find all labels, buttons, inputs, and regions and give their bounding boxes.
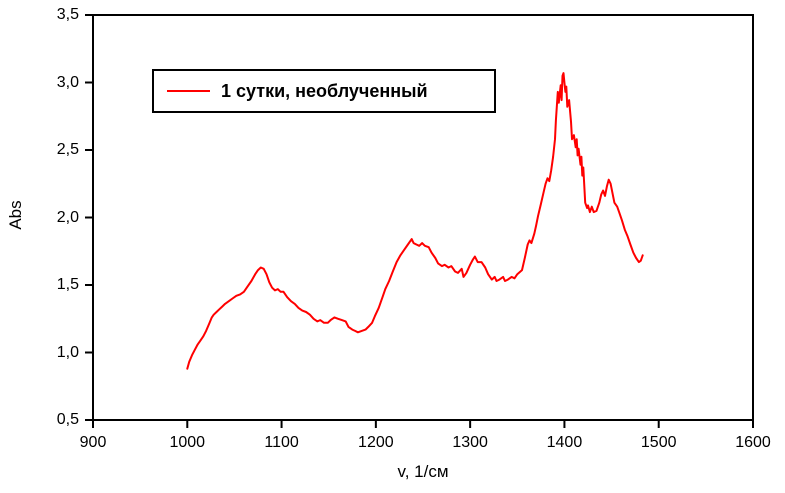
x-tick-label: 1000 [169, 434, 206, 451]
legend-line-swatch [167, 90, 210, 92]
y-axis-title: Abs [6, 200, 25, 230]
y-tick-label: 0,5 [56, 411, 79, 428]
y-tick-label: 2,5 [56, 141, 79, 158]
x-tick-label: 1200 [358, 434, 394, 451]
x-tick-label: 1600 [735, 434, 771, 451]
legend: 1 сутки, необлученный [152, 69, 496, 113]
y-tick-label: 1,5 [56, 276, 79, 293]
y-tick-label: 3,5 [56, 6, 79, 23]
x-tick-label: 1100 [264, 434, 299, 451]
y-tick-label: 1,0 [56, 343, 79, 361]
series-line [186, 72, 644, 370]
x-tick-label: 1500 [640, 434, 677, 451]
legend-label: 1 сутки, необлученный [221, 80, 428, 101]
x-axis-title: v, 1/см [397, 462, 449, 481]
y-tick-label: 2,0 [56, 208, 79, 226]
x-tick-label: 900 [79, 434, 107, 451]
x-tick-label: 1400 [546, 434, 583, 451]
x-tick-label: 1300 [452, 434, 488, 451]
y-tick-label: 3,0 [56, 73, 79, 91]
